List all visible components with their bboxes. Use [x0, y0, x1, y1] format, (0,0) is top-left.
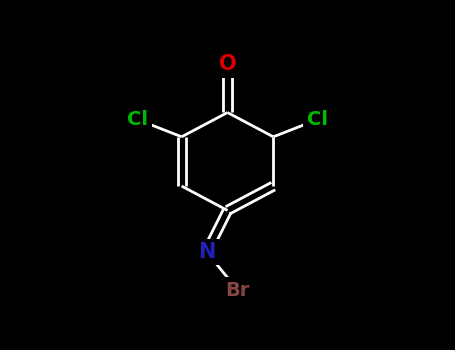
Text: Cl: Cl [127, 110, 148, 129]
Text: Br: Br [226, 281, 250, 300]
Text: N: N [198, 242, 215, 262]
Text: O: O [219, 54, 236, 74]
Text: Cl: Cl [307, 110, 328, 129]
